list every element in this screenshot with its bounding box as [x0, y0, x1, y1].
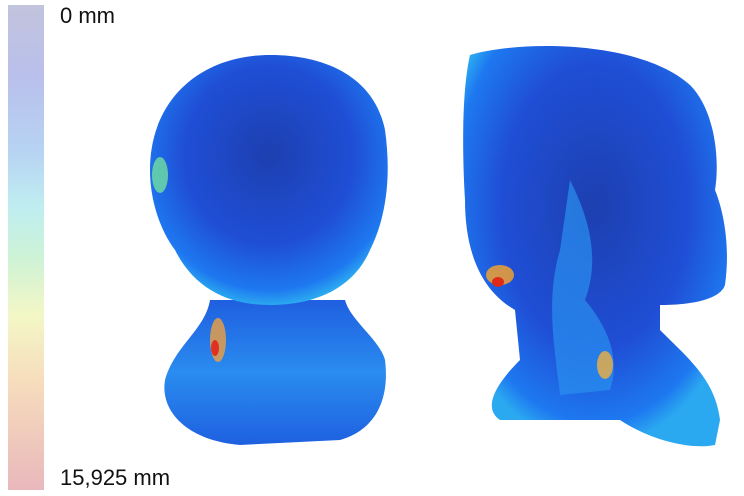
colorbar-min-label: 0 mm [60, 3, 115, 28]
colorbar [8, 5, 44, 490]
side-head [463, 46, 727, 447]
front-head [150, 55, 388, 445]
colorbar-max-label: 15,925 mm [60, 465, 170, 490]
